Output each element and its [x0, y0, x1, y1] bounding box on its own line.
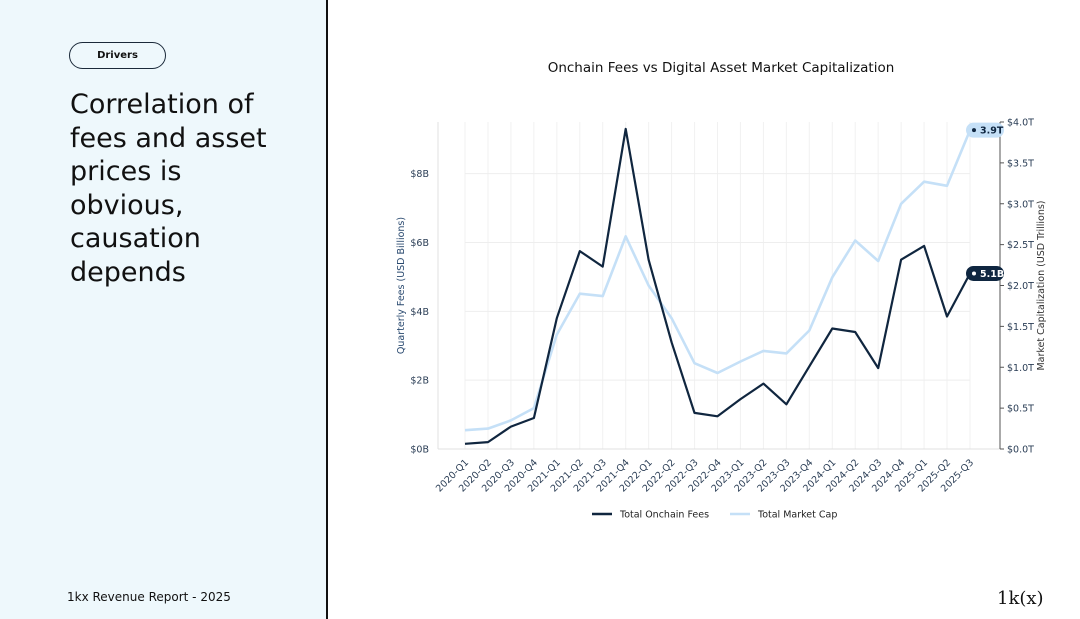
drivers-tag: Drivers	[69, 42, 166, 69]
right-tick-label: $1.0T	[1007, 363, 1034, 374]
left-tick-label: $4B	[410, 307, 429, 318]
right-tick-label: $1.5T	[1007, 322, 1034, 333]
callout-badge	[966, 122, 1004, 138]
fees-vs-marketcap-chart: Onchain Fees vs Digital Asset Market Cap…	[396, 60, 1047, 521]
fees-series-line	[464, 127, 971, 445]
legend-label-fees: Total Onchain Fees	[619, 510, 709, 521]
right-tick-label: $0.5T	[1007, 404, 1034, 415]
callout-dot	[972, 271, 976, 276]
callout-label: 5.1B	[980, 269, 1004, 280]
callout-label: 3.9T	[980, 126, 1004, 137]
headline-line: prices is	[70, 156, 182, 187]
right-tick-label: $0.0T	[1007, 445, 1034, 456]
chart-title: Onchain Fees vs Digital Asset Market Cap…	[548, 60, 895, 76]
headline-line: depends	[70, 256, 186, 288]
page-headline: Correlation of fees and asset prices is …	[70, 88, 310, 289]
right-tick-label: $4.0T	[1007, 118, 1034, 129]
legend-label-marketcap: Total Market Cap	[757, 510, 837, 521]
chart-grid	[464, 122, 971, 450]
headline-line: Correlation of	[70, 89, 254, 120]
right-axis-title: Market Capitalization (USD Trillions)	[1036, 200, 1047, 370]
left-tick-label: $2B	[410, 376, 429, 387]
brand-logo: 1k(x)	[997, 588, 1044, 609]
headline-line: obvious,	[70, 189, 184, 221]
callout-badge	[966, 265, 1004, 281]
right-tick-label: $2.5T	[1007, 240, 1034, 251]
right-tick-label: $2.0T	[1007, 281, 1034, 292]
chart-series	[464, 127, 972, 445]
callout-dot	[972, 128, 976, 133]
report-footer: 1kx Revenue Report - 2025	[67, 590, 231, 604]
left-axis-title: Quarterly Fees (USD Billions)	[396, 217, 407, 354]
right-tick-label: $3.0T	[1007, 199, 1034, 210]
right-tick-label: $3.5T	[1007, 158, 1034, 169]
left-tick-label: $8B	[410, 169, 429, 180]
panel-divider	[326, 0, 328, 619]
headline-line: causation	[70, 223, 201, 254]
chart-legend: Total Onchain Fees Total Market Cap	[592, 510, 837, 521]
chart-callouts: 3.9T 5.1B	[966, 122, 1004, 281]
left-tick-label: $6B	[410, 238, 429, 249]
left-panel: Drivers Correlation of fees and asset pr…	[0, 0, 327, 619]
left-tick-label: $0B	[410, 445, 429, 456]
marketcap-series-line	[464, 129, 972, 432]
headline-line: fees and asset	[70, 122, 267, 154]
